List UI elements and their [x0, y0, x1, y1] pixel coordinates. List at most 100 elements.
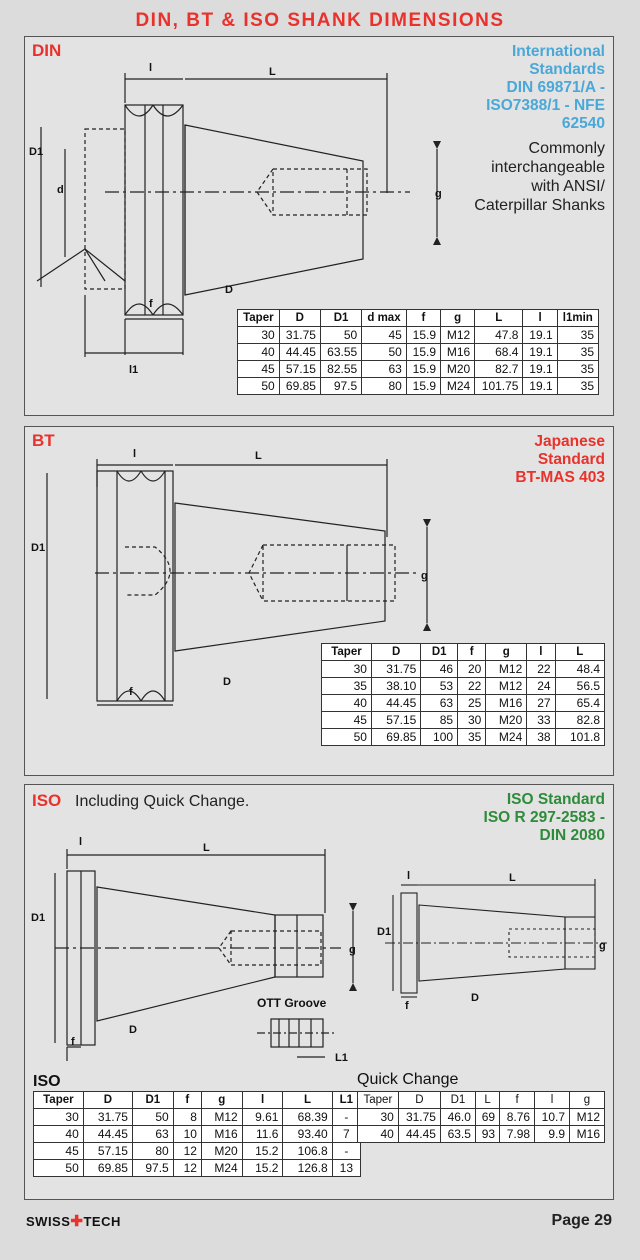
table-cell: 30 — [457, 711, 487, 729]
iso-dim-g: g — [349, 944, 356, 956]
iso-standard-line: ISO R 297-2583 - — [483, 809, 605, 826]
table-cell: M16 — [200, 1125, 243, 1143]
table-cell: 45 — [361, 326, 407, 344]
bt-standard-line: BT-MAS 403 — [515, 469, 605, 486]
table-cell: 82.7 — [474, 360, 524, 378]
table-cell: 15.2 — [241, 1142, 284, 1160]
table-cell: 69.85 — [278, 377, 321, 395]
iso-standard-line: ISO Standard — [506, 791, 605, 808]
iso-dim-f: f — [71, 1036, 75, 1048]
table-cell: 97.5 — [131, 1159, 174, 1177]
table-cell: 12 — [172, 1159, 202, 1177]
din-note-line: Commonly — [528, 140, 605, 157]
table-cell: 40 — [33, 1125, 84, 1143]
table-cell: 15.2 — [241, 1159, 284, 1177]
table-cell: M20 — [485, 711, 528, 729]
table-cell: 44.45 — [370, 694, 422, 712]
table-cell: M16 — [569, 1125, 605, 1143]
table-header: l — [534, 1091, 570, 1109]
table-header: g — [569, 1091, 605, 1109]
table-cell: 69.85 — [370, 728, 422, 746]
table-cell: 93.40 — [282, 1125, 333, 1143]
table-header: D — [397, 1091, 441, 1109]
brand-logo: SWISS✚TECH — [26, 1212, 121, 1230]
table-cell: 35 — [457, 728, 487, 746]
table-row: 30 31.75 46.0 69 8.76 10.7 M12 — [357, 1108, 605, 1126]
iso-panel: ISO Including Quick Change. ISO Standard… — [24, 784, 614, 1200]
qc-dim-L: L — [509, 872, 516, 884]
qc-dim-g: g — [599, 940, 606, 952]
table-row: 35 38.10 53 22 M12 24 56.5 — [321, 677, 606, 695]
table-cell: 50 — [131, 1108, 174, 1126]
table-cell: 44.45 — [82, 1125, 133, 1143]
iso-subtitle: Including Quick Change. — [75, 793, 250, 810]
iso-standard: ISO Standard ISO R 297-2583 - DIN 2080 — [484, 791, 605, 845]
table-row: 30 31.75 46 20 M12 22 48.4 — [321, 660, 606, 678]
bt-dim-D1: D1 — [31, 542, 45, 554]
table-header: L — [474, 1091, 501, 1109]
qc-dim-l: l — [407, 870, 410, 882]
table-header: D1 — [439, 1091, 476, 1109]
table-header: D1 — [131, 1091, 174, 1109]
table-cell: 8 — [172, 1108, 202, 1126]
table-row: 45 57.15 85 30 M20 33 82.8 — [321, 711, 606, 729]
iso-dim-L1: L1 — [335, 1052, 348, 1064]
table-cell: 47.8 — [474, 326, 524, 344]
din-note-line: Caterpillar Shanks — [474, 197, 605, 214]
din-note-line: with ANSI/ — [531, 178, 605, 195]
iso-dim-D1: D1 — [31, 912, 45, 924]
bt-dim-D: D — [223, 676, 231, 688]
table-header: f — [499, 1091, 536, 1109]
table-cell: 44.45 — [278, 343, 321, 361]
table-cell: - — [331, 1142, 362, 1160]
table-row: 40 44.45 63 25 M16 27 65.4 — [321, 694, 606, 712]
iso-label: ISO — [32, 791, 62, 810]
table-cell: 38 — [526, 728, 556, 746]
table-header: g — [439, 309, 476, 327]
table-cell: 35 — [556, 377, 600, 395]
table-cell: 85 — [420, 711, 459, 729]
din-dim-D: D — [225, 284, 233, 296]
bt-shank-drawing: l L D1 g D f — [31, 448, 431, 706]
table-cell: 45 — [321, 711, 372, 729]
table-header: D — [278, 309, 321, 327]
table-row: 45 57.15 82.55 63 15.9 M20 82.7 19.1 35 — [237, 360, 600, 378]
din-dim-d: d — [57, 184, 64, 196]
table-cell: 15.9 — [405, 360, 442, 378]
bt-dimension-table: Taper D D1 f g l L 30 31.75 46 20 M12 22… — [321, 643, 606, 746]
din-dim-l1: l1 — [129, 364, 138, 376]
din-standard-line: Standards — [529, 61, 605, 78]
table-cell: 40 — [357, 1125, 399, 1143]
table-header: f — [457, 643, 487, 661]
table-cell: 68.39 — [282, 1108, 333, 1126]
table-cell: 53 — [420, 677, 459, 695]
table-cell: 35 — [556, 360, 600, 378]
bt-dim-f: f — [129, 686, 133, 698]
table-cell: 69 — [474, 1108, 501, 1126]
table-header: Taper — [357, 1091, 399, 1109]
bt-standard-line: Standard — [537, 451, 605, 468]
page-title: DIN, BT & ISO SHANK DIMENSIONS — [135, 10, 505, 31]
din-shank-drawing: l L D1 d g D f l1 — [29, 62, 442, 376]
table-cell: 12 — [172, 1142, 202, 1160]
table-cell: 10.7 — [534, 1108, 570, 1126]
iso-ott-groove-label: OTT Groove — [257, 996, 327, 1010]
din-standard-line: 62540 — [561, 115, 605, 132]
table-cell: 45 — [33, 1142, 84, 1160]
table-cell: 7.98 — [499, 1125, 536, 1143]
table-cell: M20 — [439, 360, 476, 378]
table-cell: 101.75 — [474, 377, 524, 395]
din-panel: DIN International Standards DIN 69871/A … — [24, 36, 614, 416]
table-cell: M12 — [569, 1108, 605, 1126]
table-cell: 106.8 — [282, 1142, 333, 1160]
table-cell: 30 — [237, 326, 280, 344]
table-cell: M20 — [200, 1142, 243, 1160]
table-row: 50 69.85 100 35 M24 38 101.8 — [321, 728, 606, 746]
table-cell: M12 — [439, 326, 476, 344]
din-standard-line: International — [511, 43, 605, 60]
brand-right: TECH — [83, 1214, 121, 1229]
qc-dim-f: f — [405, 1000, 409, 1012]
iso-dimension-table: Taper D D1 f g l L L1 30 31.75 50 8 M12 … — [33, 1091, 362, 1177]
table-cell: 65.4 — [554, 694, 606, 712]
din-dim-l: l — [149, 62, 152, 74]
